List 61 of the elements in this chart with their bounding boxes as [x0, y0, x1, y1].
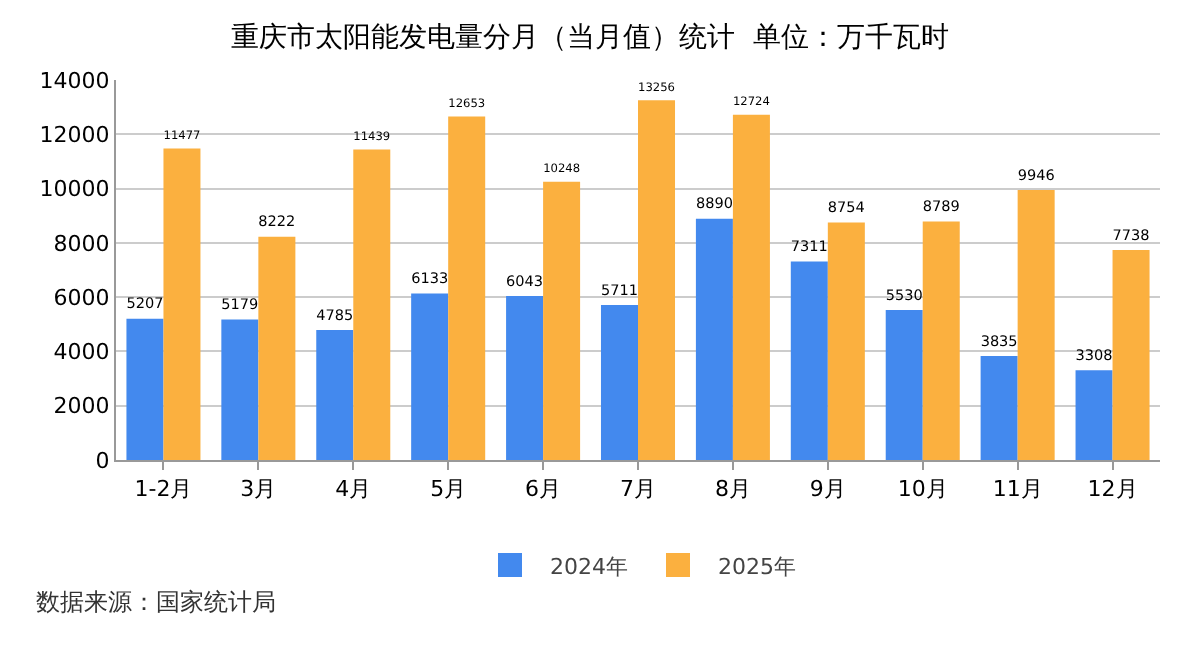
- data-label: 3835: [980, 331, 1018, 350]
- bar: [411, 293, 449, 460]
- source-note: 数据来源：国家统计局: [36, 588, 276, 616]
- bar: [1112, 249, 1150, 460]
- x-tick-label: 5月: [430, 476, 467, 503]
- bar: [353, 149, 391, 460]
- x-tick-label: 11月: [992, 476, 1043, 503]
- bar: [1075, 370, 1113, 460]
- data-label: 5179: [221, 295, 260, 314]
- x-tick-label: 3月: [240, 476, 277, 503]
- x-tick-label: 6月: [525, 476, 562, 503]
- y-tick-label: 10000: [39, 176, 110, 203]
- data-label: 5207: [126, 294, 164, 313]
- bar: [543, 181, 581, 460]
- data-label: 8754: [827, 198, 866, 217]
- y-tick-label: 4000: [53, 339, 110, 366]
- bar: [448, 116, 486, 460]
- data-label: 5530: [885, 285, 924, 304]
- y-tick-label: 8000: [53, 230, 110, 257]
- bar: [258, 236, 296, 460]
- y-tick-label: 2000: [53, 393, 110, 420]
- bar: [1017, 190, 1055, 460]
- bar: [221, 319, 259, 460]
- chart-title: 重庆市太阳能发电量分月（当月值）统计 单位：万千瓦时: [231, 22, 949, 54]
- legend-label: 2025年: [718, 553, 796, 580]
- data-label: 6133: [411, 269, 449, 288]
- x-tick-label: 9月: [809, 476, 846, 503]
- data-label: 4785: [316, 305, 354, 324]
- bar: [695, 218, 733, 460]
- data-label: 3308: [1075, 345, 1114, 364]
- bar: [980, 355, 1018, 460]
- x-tick-label: 4月: [335, 476, 372, 503]
- data-label: 8789: [922, 197, 961, 216]
- bar: [126, 318, 164, 460]
- bar: [790, 261, 828, 460]
- legend-label: 2024年: [550, 553, 628, 580]
- x-tick-label: 8月: [714, 476, 751, 503]
- bar: [827, 222, 865, 460]
- bar: [638, 100, 676, 460]
- bar: [922, 221, 960, 460]
- bar: [732, 114, 770, 460]
- data-label: 9946: [1017, 165, 1056, 184]
- y-tick-label: 14000: [39, 67, 110, 94]
- y-tick-label: 6000: [53, 284, 110, 311]
- data-label: 6043: [506, 271, 544, 290]
- y-tick-label: 12000: [39, 121, 110, 148]
- x-tick-label: 12月: [1087, 476, 1138, 503]
- x-tick-label: 10月: [897, 476, 948, 503]
- data-label: 8222: [258, 212, 296, 231]
- x-tick-label: 1-2月: [134, 476, 193, 503]
- bar: [885, 309, 923, 460]
- data-label: 7311: [790, 237, 828, 256]
- y-tick-label: 0: [95, 447, 110, 474]
- bar: [316, 330, 354, 460]
- x-tick-label: 7月: [620, 476, 656, 503]
- bar: [600, 304, 638, 460]
- data-label: 7738: [1112, 225, 1151, 244]
- data-label: 8890: [695, 194, 734, 213]
- bar: [163, 148, 201, 460]
- data-label: 5711: [600, 280, 638, 299]
- bar: [506, 295, 544, 460]
